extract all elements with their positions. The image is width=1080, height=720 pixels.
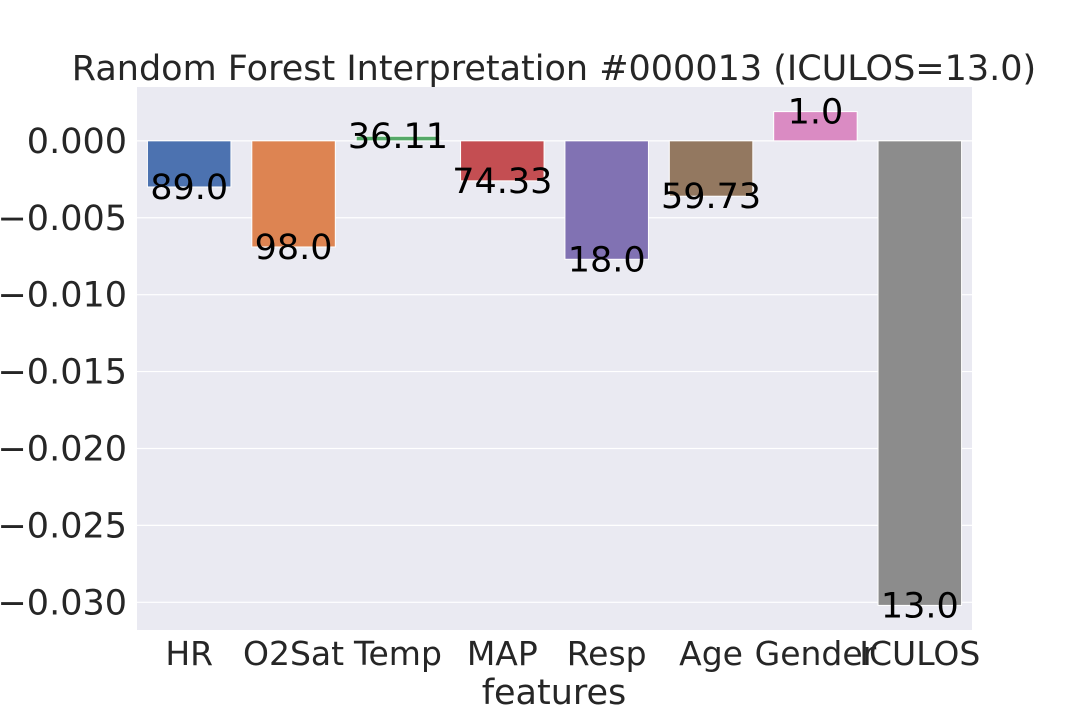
y-axis-ticks: 0.000 −0.005 −0.010 −0.015 −0.020 −0.025 −0.03… <box>0 122 127 623</box>
bar-value-label: 1.0 <box>788 93 844 133</box>
x-tick-label: Temp <box>353 634 442 673</box>
bar-o2sat <box>251 140 336 248</box>
bar-age <box>668 140 754 197</box>
x-tick-label: Resp <box>567 634 647 673</box>
bar-value-label: 13.0 <box>881 586 959 626</box>
chart-title: Random Forest Interpretation #000013 (IC… <box>72 49 1036 89</box>
y-tick-label: −0.020 <box>0 429 127 469</box>
x-tick-label: O2Sat <box>243 634 344 673</box>
x-tick-label: ICULOS <box>859 634 980 673</box>
bar-value-label: 89.0 <box>150 168 228 208</box>
bar-iculos <box>877 140 963 606</box>
y-tick-label: −0.015 <box>0 353 127 393</box>
x-axis-label: features <box>482 673 627 713</box>
x-tick-label: HR <box>165 634 213 673</box>
bar-map <box>460 140 545 182</box>
y-tick-label: −0.025 <box>0 506 127 546</box>
y-tick-label: −0.005 <box>0 199 127 239</box>
bar-hr <box>146 140 232 188</box>
bars <box>146 111 963 606</box>
bar-resp <box>564 140 649 260</box>
bar-value-label: 18.0 <box>568 240 646 280</box>
x-tick-label: MAP <box>467 634 538 673</box>
bar-temp <box>355 135 441 142</box>
bar-value-label: 36.11 <box>348 117 448 157</box>
bar-value-label: 74.33 <box>452 162 552 202</box>
y-tick-label: −0.030 <box>0 583 127 623</box>
x-tick-label: Age <box>679 634 743 673</box>
bar-value-label: 98.0 <box>255 228 333 268</box>
y-tick-label: −0.010 <box>0 276 127 316</box>
bar-gender <box>773 111 858 142</box>
bar-value-label: 59.73 <box>661 177 761 217</box>
x-tick-label: Gender <box>755 634 877 673</box>
y-tick-label: 0.000 <box>27 122 127 162</box>
